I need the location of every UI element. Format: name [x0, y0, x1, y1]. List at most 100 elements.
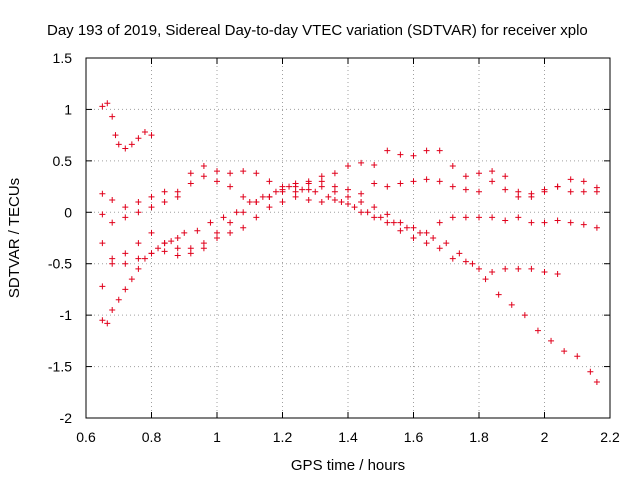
- data-point: [227, 219, 234, 226]
- data-point: [104, 320, 111, 327]
- data-point: [194, 227, 201, 234]
- data-point: [502, 186, 509, 193]
- y-tick-label: 0.5: [53, 153, 73, 169]
- data-point: [233, 209, 240, 216]
- data-point: [371, 204, 378, 211]
- data-point: [148, 250, 155, 257]
- data-point: [482, 276, 489, 283]
- x-tick-label: 2: [541, 429, 549, 445]
- data-point: [403, 224, 410, 231]
- data-point: [541, 219, 548, 226]
- data-point: [99, 190, 106, 197]
- data-point: [567, 176, 574, 183]
- data-point: [141, 255, 148, 262]
- data-point: [410, 224, 417, 231]
- data-point: [168, 238, 175, 245]
- data-point: [312, 188, 319, 195]
- data-point: [161, 248, 168, 255]
- data-point: [449, 214, 456, 221]
- data-point: [397, 227, 404, 234]
- data-point: [521, 312, 528, 319]
- data-point: [358, 159, 365, 166]
- data-point: [462, 214, 469, 221]
- data-point: [436, 147, 443, 154]
- data-point: [384, 183, 391, 190]
- x-tick-label: 1.8: [469, 429, 489, 445]
- series-track-d: [99, 183, 600, 267]
- data-point: [489, 214, 496, 221]
- data-point: [476, 170, 482, 177]
- data-point: [227, 170, 234, 177]
- data-point: [246, 199, 253, 205]
- data-point: [141, 129, 148, 136]
- data-point: [240, 168, 247, 175]
- y-tick-label: 1: [64, 101, 72, 117]
- data-point: [187, 170, 194, 177]
- data-point: [469, 260, 476, 267]
- data-point: [449, 163, 456, 169]
- data-point: [593, 379, 600, 385]
- x-tick-label: 1: [213, 429, 221, 445]
- data-point: [515, 188, 522, 195]
- data-point: [161, 199, 168, 205]
- data-point: [259, 193, 266, 200]
- data-point: [423, 147, 430, 154]
- data-point: [436, 178, 443, 185]
- data-point: [410, 235, 417, 241]
- data-point: [443, 240, 450, 247]
- data-point: [358, 199, 365, 205]
- data-point: [109, 113, 116, 120]
- data-point: [384, 219, 391, 226]
- data-point: [207, 219, 214, 226]
- data-point: [148, 204, 155, 211]
- data-point: [515, 193, 522, 200]
- data-point: [580, 188, 587, 195]
- x-tick-label: 0.8: [142, 429, 162, 445]
- x-tick-label: 0.6: [76, 429, 96, 445]
- data-point: [200, 173, 207, 180]
- data-point: [587, 368, 594, 375]
- data-point: [266, 204, 273, 211]
- data-point: [384, 211, 391, 218]
- data-point: [187, 250, 194, 257]
- data-point: [122, 204, 129, 211]
- data-point: [345, 163, 351, 169]
- data-point: [109, 255, 116, 262]
- data-point: [161, 188, 168, 195]
- data-point: [305, 186, 312, 193]
- data-point: [528, 265, 535, 272]
- data-point: [240, 209, 247, 216]
- data-point: [99, 240, 106, 247]
- series-track-f: [99, 183, 600, 385]
- data-point: [266, 178, 273, 185]
- x-tick-label: 1.2: [273, 429, 293, 445]
- data-point: [292, 183, 299, 190]
- data-point: [240, 193, 247, 200]
- series-track-c: [99, 173, 600, 211]
- data-point: [99, 103, 106, 110]
- data-point: [593, 224, 600, 231]
- data-point: [456, 250, 463, 257]
- data-point: [279, 188, 286, 195]
- data-point: [122, 250, 129, 257]
- data-point: [476, 214, 482, 221]
- data-point: [554, 271, 561, 277]
- data-point: [214, 168, 220, 175]
- data-point: [128, 276, 135, 283]
- data-point: [423, 240, 430, 247]
- data-point: [214, 178, 220, 185]
- data-point: [331, 170, 338, 177]
- data-point: [528, 193, 535, 200]
- data-point: [122, 260, 129, 267]
- data-point: [489, 178, 496, 185]
- data-point: [371, 214, 378, 221]
- data-point: [227, 229, 234, 236]
- data-point: [122, 214, 129, 221]
- data-point: [462, 173, 469, 180]
- data-point: [423, 176, 430, 183]
- data-point: [112, 132, 119, 139]
- data-point: [554, 217, 561, 224]
- data-point: [318, 183, 325, 190]
- data-point: [227, 183, 234, 190]
- data-point: [417, 229, 424, 236]
